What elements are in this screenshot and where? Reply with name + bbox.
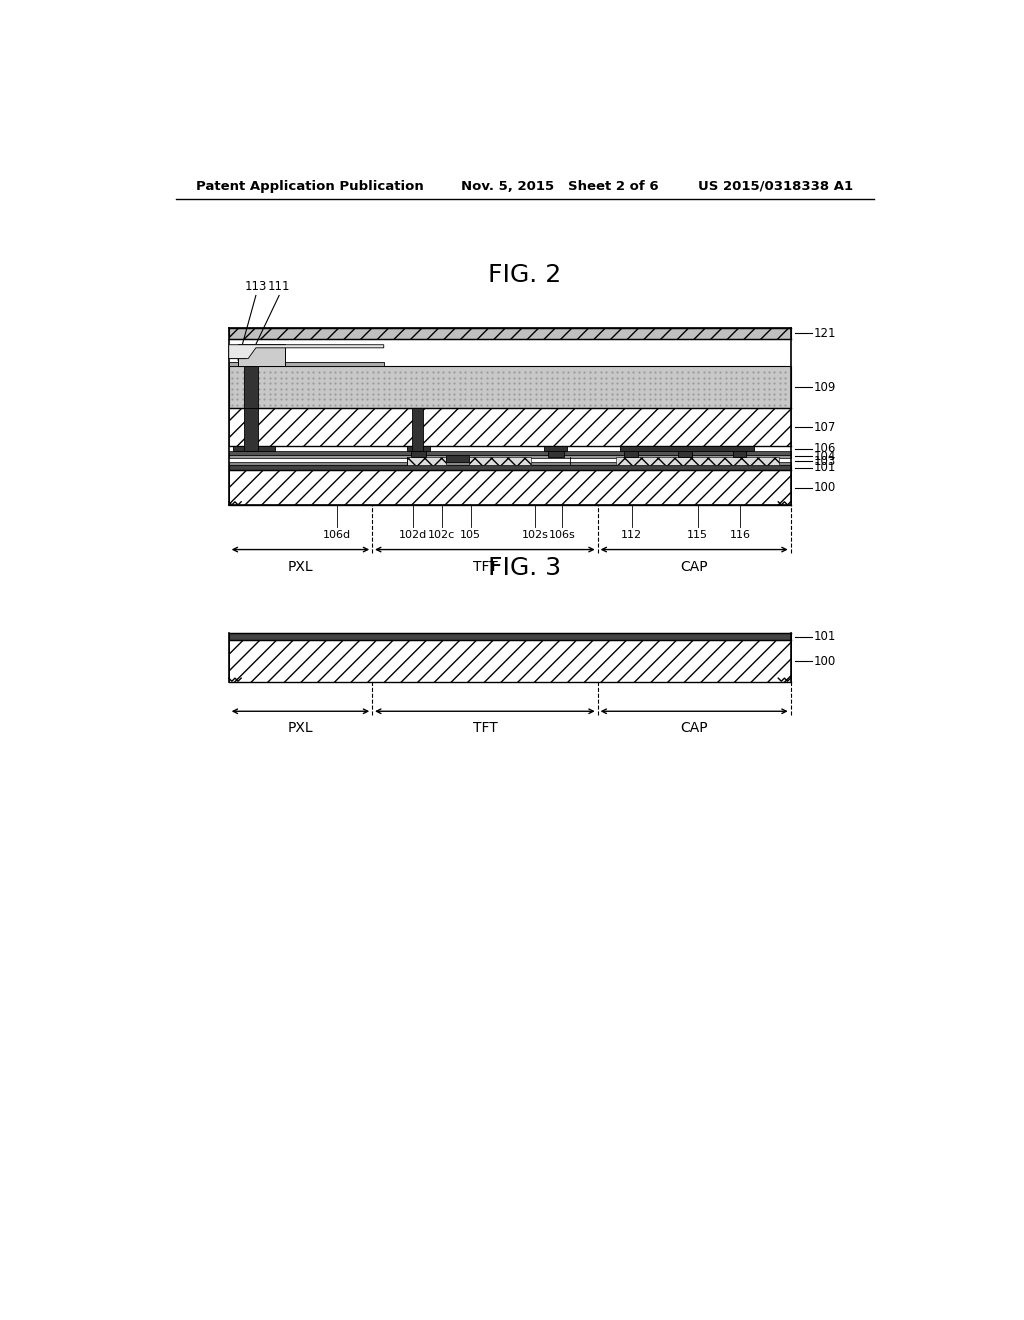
Bar [407, 457, 445, 465]
Text: 106d: 106d [324, 529, 351, 540]
Bar [732, 446, 746, 457]
Bar [228, 327, 791, 339]
Text: 111: 111 [268, 280, 291, 293]
Text: 116: 116 [730, 529, 751, 540]
Bar [624, 446, 638, 457]
Text: 101: 101 [814, 462, 837, 474]
Text: 106s: 106s [549, 529, 575, 540]
Bar [445, 455, 469, 462]
Bar [548, 446, 563, 457]
Text: 109: 109 [814, 380, 837, 393]
Text: TFT: TFT [472, 560, 498, 574]
Text: 121: 121 [814, 326, 837, 339]
Text: FIG. 3: FIG. 3 [488, 556, 561, 579]
Text: 115: 115 [687, 529, 709, 540]
Bar [245, 408, 258, 451]
Bar [616, 457, 779, 465]
Bar [228, 455, 791, 458]
Text: PXL: PXL [288, 560, 313, 574]
Bar [228, 451, 791, 455]
Bar [228, 634, 791, 640]
Text: 107: 107 [814, 421, 837, 434]
Text: 102s: 102s [521, 529, 548, 540]
Text: 102c: 102c [428, 529, 456, 540]
Text: 112: 112 [622, 529, 642, 540]
Text: 113: 113 [245, 280, 267, 293]
Text: 100: 100 [814, 482, 837, 495]
Text: Nov. 5, 2015   Sheet 2 of 6: Nov. 5, 2015 Sheet 2 of 6 [461, 180, 658, 193]
Text: 104: 104 [814, 450, 837, 463]
Bar [228, 462, 791, 465]
Text: CAP: CAP [680, 721, 708, 735]
Text: Patent Application Publication: Patent Application Publication [197, 180, 424, 193]
Bar [228, 366, 791, 408]
Text: US 2015/0318338 A1: US 2015/0318338 A1 [698, 180, 853, 193]
Bar [469, 457, 531, 465]
Text: 100: 100 [814, 655, 837, 668]
Bar [411, 446, 426, 457]
Bar [621, 446, 755, 451]
Text: 103: 103 [814, 454, 837, 467]
Text: FIG. 2: FIG. 2 [488, 264, 561, 288]
Polygon shape [228, 346, 256, 359]
Text: PXL: PXL [288, 721, 313, 735]
Bar [238, 345, 285, 366]
Bar [245, 364, 258, 408]
Bar [228, 640, 791, 682]
Text: 101: 101 [814, 630, 837, 643]
Text: CAP: CAP [680, 560, 708, 574]
Polygon shape [228, 345, 384, 359]
Bar [228, 363, 384, 366]
Bar [228, 408, 791, 446]
Bar [228, 470, 791, 506]
Bar [407, 446, 430, 451]
Text: TFT: TFT [472, 721, 498, 735]
Text: 102d: 102d [399, 529, 427, 540]
Bar [544, 446, 567, 451]
Text: 106: 106 [814, 442, 837, 455]
Bar [413, 408, 423, 451]
Text: 105: 105 [460, 529, 481, 540]
Bar [228, 465, 791, 470]
Bar [232, 446, 275, 451]
Bar [678, 446, 692, 457]
